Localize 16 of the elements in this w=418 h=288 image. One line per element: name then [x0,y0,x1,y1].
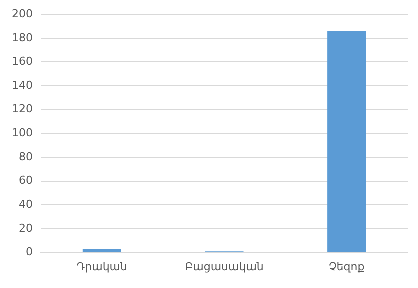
y-tick-label: 100 [12,126,33,140]
y-tick-label: 80 [18,150,33,164]
x-tick-label: Բացասական [185,260,264,274]
y-tick-label: 40 [18,198,33,212]
y-tick-label: 120 [12,102,33,116]
bar [82,249,122,252]
y-tick-label: 60 [18,174,33,188]
x-tick-label: Դրական [76,260,128,274]
y-tick-label: 200 [12,7,33,20]
y-tick-label: 0 [26,246,33,259]
bar [328,31,366,252]
y-tick-label: 20 [18,222,33,235]
y-tick-label: 160 [12,55,33,68]
y-tick-label: 140 [12,78,33,92]
x-tick-label: Չեզոք [328,260,365,274]
y-tick-label: 180 [12,31,33,44]
